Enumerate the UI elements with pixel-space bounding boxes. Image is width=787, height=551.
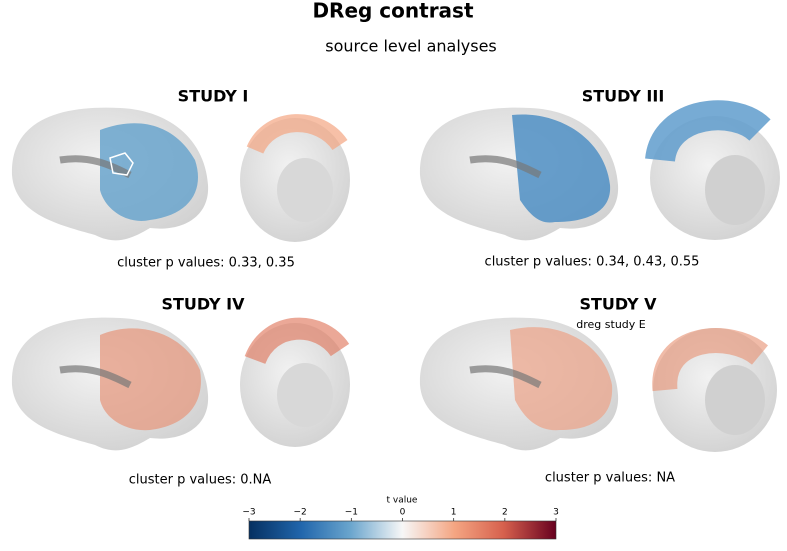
- tick-label: −1: [345, 508, 358, 518]
- colorbar: [248, 520, 557, 540]
- colorbar-ticks: −3 −2 −1 0 1 2 3: [242, 508, 559, 521]
- brain-medial: [240, 114, 350, 242]
- panel-title: STUDY III: [582, 87, 665, 106]
- brain-lateral: [11, 107, 209, 241]
- tick-label: 3: [553, 508, 559, 518]
- brain-lateral: [419, 317, 619, 451]
- subtitle: source level analyses: [325, 37, 497, 56]
- p-values: cluster p values: 0.NA: [129, 473, 272, 488]
- panel-title: STUDY IV: [161, 295, 245, 314]
- brain-lateral: [419, 107, 619, 241]
- p-values: cluster p values: NA: [545, 471, 675, 486]
- tick-label: 0: [400, 508, 406, 518]
- tick-label: −2: [294, 508, 307, 518]
- tick-label: −3: [242, 508, 255, 518]
- tick-label: 1: [451, 508, 457, 518]
- p-values: cluster p values: 0.34, 0.43, 0.55: [485, 255, 700, 270]
- colorbar-label: t value: [387, 496, 418, 506]
- tick-label: 2: [502, 508, 508, 518]
- p-values: cluster p values: 0.33, 0.35: [117, 256, 295, 271]
- title: DReg contrast: [312, 0, 474, 23]
- panel-title: STUDY I: [178, 87, 249, 106]
- brain-medial: [240, 317, 350, 447]
- brain-medial: [652, 328, 777, 452]
- brain-medial: [645, 100, 780, 240]
- brain-lateral: [11, 317, 209, 451]
- panel-note: dreg study E: [576, 318, 646, 331]
- panel-title: STUDY V: [579, 295, 657, 314]
